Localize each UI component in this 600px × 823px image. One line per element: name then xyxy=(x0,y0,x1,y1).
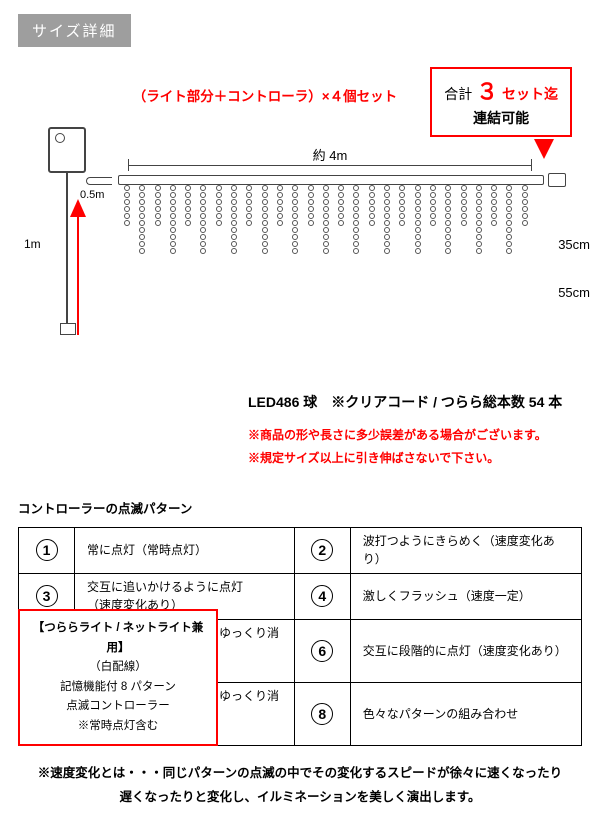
connect-line2: 連結可能 xyxy=(444,108,558,129)
arrow-line xyxy=(77,215,79,335)
pattern-desc: 交互に段階的に点灯（速度変化あり） xyxy=(350,619,581,682)
led-strand xyxy=(170,185,176,317)
led-strand xyxy=(231,185,237,317)
led-strand xyxy=(399,185,405,317)
connector-left xyxy=(86,177,112,185)
led-strand xyxy=(384,185,390,317)
power-wire xyxy=(66,173,68,323)
footnote: ※速度変化とは・・・同じパターンの点滅の中でその変化するスピードが徐々に速くなっ… xyxy=(18,762,582,810)
pattern-desc: 色々なパターンの組み合わせ xyxy=(350,682,581,745)
desc-l3: 記憶機能付 8 パターン xyxy=(30,678,206,698)
led-strand xyxy=(430,185,436,317)
led-strand xyxy=(445,185,451,317)
pattern-desc: 波打つようにきらめく（速度変化あり） xyxy=(350,527,581,573)
desc-l4: 点滅コントローラー xyxy=(30,697,206,717)
connector-right xyxy=(548,173,566,187)
warn-1: ※商品の形や長さに多少誤差がある場合がございます。 xyxy=(248,424,582,447)
led-strand xyxy=(522,185,528,317)
led-strand xyxy=(506,185,512,317)
led-strand xyxy=(476,185,482,317)
led-strand xyxy=(139,185,145,317)
pattern-number: 6 xyxy=(294,619,350,682)
desc-l2: （白配線） xyxy=(30,658,206,678)
led-strand xyxy=(338,185,344,317)
controller-box xyxy=(48,127,86,173)
led-strand xyxy=(262,185,268,317)
led-strand xyxy=(292,185,298,317)
led-strand xyxy=(277,185,283,317)
warn-2: ※規定サイズ以上に引き伸ばさないで下さい。 xyxy=(248,447,582,470)
pattern-number: 4 xyxy=(294,573,350,619)
led-strand xyxy=(246,185,252,317)
pattern-number: 2 xyxy=(294,527,350,573)
led-strand xyxy=(323,185,329,317)
main-rail xyxy=(118,175,544,185)
desc-l1: 【つららライト / ネットライト兼用】 xyxy=(30,619,206,658)
pattern-table-title: コントローラーの点滅パターン xyxy=(18,498,582,517)
dim-tick-left xyxy=(128,159,129,171)
connect-post: セット迄 xyxy=(502,86,558,102)
led-strand xyxy=(461,185,467,317)
led-strands xyxy=(124,185,528,317)
label-4m: 約 4m xyxy=(128,145,532,164)
pattern-desc: 激しくフラッシュ（速度一定） xyxy=(350,573,581,619)
label-55cm: 55cm xyxy=(558,285,590,300)
led-strand xyxy=(200,185,206,317)
led-strand xyxy=(308,185,314,317)
led-strand xyxy=(155,185,161,317)
led-spec-text: LED486 球 ※クリアコード / つらら総本数 54 本 xyxy=(248,392,582,412)
label-35cm: 35cm xyxy=(558,237,590,252)
pattern-number: 8 xyxy=(294,682,350,745)
dim-tick-right xyxy=(531,159,532,171)
led-strand xyxy=(185,185,191,317)
led-strand xyxy=(353,185,359,317)
desc-l5: ※常時点灯含む xyxy=(30,717,206,737)
set-label: （ライト部分＋コントローラ）×４個セット xyxy=(98,85,432,105)
led-strand xyxy=(369,185,375,317)
led-strand xyxy=(491,185,497,317)
connect-pre: 合計 xyxy=(444,86,472,102)
dim-line xyxy=(128,165,532,166)
warning-text: ※商品の形や長さに多少誤差がある場合がございます。 ※規定サイズ以上に引き伸ばさ… xyxy=(248,424,582,470)
diagram-area: （ライト部分＋コントローラ）×４個セット 合計 ３ セット迄 連結可能 1m 0… xyxy=(18,57,582,357)
plug-icon xyxy=(60,323,76,335)
controller-desc-box: 【つららライト / ネットライト兼用】 （白配線） 記憶機能付 8 パターン 点… xyxy=(18,609,218,746)
led-strand xyxy=(216,185,222,317)
led-strand xyxy=(124,185,130,317)
pattern-desc: 常に点灯（常時点灯） xyxy=(75,527,295,573)
pattern-number: 1 xyxy=(19,527,75,573)
led-strand xyxy=(415,185,421,317)
product-diagram: 1m 0.5m 約 4m 35cm 55cm xyxy=(28,127,572,337)
connect-big-number: ３ xyxy=(476,79,498,104)
size-detail-badge: サイズ詳細 xyxy=(18,14,131,47)
label-1m: 1m xyxy=(24,237,41,251)
